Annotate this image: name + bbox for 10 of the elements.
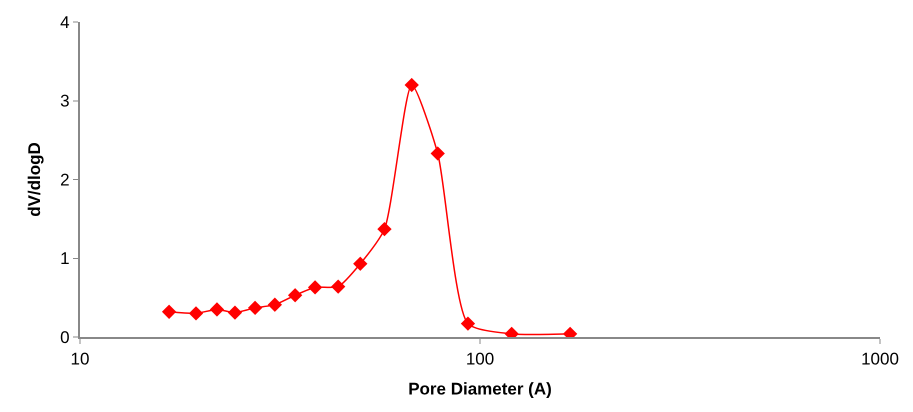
x-tick-label: 100: [466, 349, 494, 368]
y-tick-label: 3: [60, 92, 70, 111]
x-axis-title: Pore Diameter (A): [408, 379, 552, 398]
y-axis-title: dV/dlogD: [25, 142, 44, 217]
y-tick-label: 2: [60, 170, 70, 190]
x-tick-label: 10: [70, 349, 90, 368]
y-tick-label: 4: [60, 12, 70, 32]
x-tick-label: 1000: [861, 349, 899, 368]
y-tick-label: 1: [60, 249, 70, 268]
y-tick-label: 0: [60, 328, 70, 347]
